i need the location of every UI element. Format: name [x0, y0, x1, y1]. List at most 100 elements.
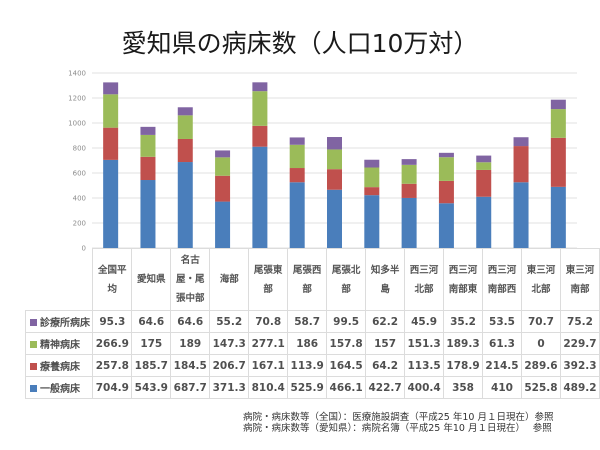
bar-segment [140, 156, 156, 181]
bar-segment [289, 182, 305, 248]
data-cell: 0 [520, 332, 561, 355]
bar-segment [252, 82, 268, 92]
data-table: 全国平均愛知県 名古 屋・尾 張中部 海部 尾張東部尾張西部尾張北部知多半島西三河 北部 西三… [24, 248, 600, 399]
legend-swatch-icon [30, 319, 37, 326]
data-cell: 410 [482, 376, 522, 399]
data-cell: 175 [131, 332, 172, 355]
bar-segment [401, 197, 417, 248]
data-cell: 64.6 [170, 310, 211, 333]
series-name: 一般病床 [40, 384, 80, 395]
category-label: 海部 [209, 248, 250, 311]
series-name: 精神病床 [40, 340, 80, 351]
bar-segment [177, 115, 193, 139]
bar-segment [289, 144, 305, 169]
y-tick-label: 1400 [68, 70, 86, 78]
table-row: 診療所病床 95.3 64.6 64.6 55.2 70.8 58.7 99.5 62.2 45.… [24, 310, 600, 333]
category-label: 西三河 北部 [404, 248, 445, 311]
category-label: 東三河 北部 [520, 248, 561, 311]
data-cell: 58.7 [287, 310, 328, 333]
y-tick-label: 1200 [68, 95, 86, 103]
data-cell: 64.6 [131, 310, 172, 333]
data-cell: 189.3 [443, 332, 484, 355]
data-cell: 55.2 [209, 310, 250, 333]
data-cell: 214.5 [482, 354, 522, 377]
bar-segment [327, 137, 342, 150]
data-cell: 289.6 [520, 354, 561, 377]
data-cell: 61.3 [482, 332, 522, 355]
data-cell: 35.2 [443, 310, 484, 333]
y-tick-label: 600 [73, 170, 86, 178]
data-cell: 189 [170, 332, 211, 355]
data-cell: 543.9 [131, 376, 172, 399]
data-cell: 392.3 [559, 354, 600, 377]
category-label: 名古 屋・尾 張中部 [170, 248, 211, 311]
category-label: 西三河 南部西 [482, 248, 522, 311]
bar-segment [327, 149, 342, 170]
bar-segment [438, 152, 454, 158]
legend-entry: 診療所病床 [24, 310, 94, 333]
source-notes: 病院・病床数等（全国）：医療施設調査（平成25 年10 月１日現在）参照 病院・… [243, 412, 553, 434]
y-tick-label: 800 [73, 145, 86, 153]
bar-segment [476, 162, 492, 170]
data-cell: 157 [365, 332, 406, 355]
table-row: 精神病床 266.9 175 189 147.3 277.1 186 157.8 157 151.… [24, 332, 600, 355]
data-cell: 70.7 [520, 310, 561, 333]
bar-segment [103, 159, 119, 248]
legend-swatch-icon [30, 341, 37, 348]
bar-segment [252, 146, 268, 248]
source-note: 病院・病床数等（愛知県）：病院名簿（平成25 年10 月１日現在） 参照 [243, 423, 552, 434]
data-cell: 400.4 [404, 376, 445, 399]
bar-segment [327, 189, 342, 248]
data-cell: 157.8 [326, 332, 367, 355]
legend-swatch-icon [30, 385, 37, 392]
data-cell: 70.8 [248, 310, 289, 333]
bar-segment [476, 155, 492, 163]
data-cell: 178.9 [443, 354, 484, 377]
bar-segment [476, 169, 492, 197]
bar-segment [215, 157, 231, 176]
bar-segment [401, 159, 417, 165]
table-header-row: 全国平均愛知県 名古 屋・尾 張中部 海部 尾張東部尾張西部尾張北部知多半島西三河 北部 西三… [25, 248, 600, 311]
data-cell: 95.3 [92, 310, 133, 333]
bar-segment [327, 169, 342, 190]
series-name: 診療所病床 [40, 318, 90, 329]
data-cell: 45.9 [404, 310, 445, 333]
category-label: 尾張東部 [248, 248, 289, 311]
bar-segment [177, 107, 193, 116]
bar-segment [177, 162, 193, 248]
data-cell: 466.1 [326, 376, 367, 399]
bar-segment [364, 187, 380, 196]
bar-segment [513, 146, 529, 183]
data-cell: 64.2 [365, 354, 406, 377]
table-corner [25, 248, 94, 311]
bar-segment [513, 137, 529, 147]
y-tick-label: 400 [73, 195, 86, 203]
data-cell: 489.2 [559, 376, 600, 399]
bar-segment [177, 138, 193, 163]
category-label: 尾張西部 [287, 248, 328, 311]
chart-title: 愛知県の病床数（人口10万対） [121, 29, 479, 58]
category-label: 愛知県 [131, 248, 172, 311]
data-cell: 525.8 [520, 376, 561, 399]
bar-segment [550, 186, 566, 248]
category-label: 尾張北部 [326, 248, 367, 311]
legend-swatch-icon [30, 363, 37, 370]
bar-segment [513, 182, 529, 248]
bar-segment [476, 196, 492, 248]
bar-segment [140, 126, 156, 135]
data-cell: 53.5 [482, 310, 522, 333]
data-cell: 257.8 [92, 354, 133, 377]
series-name: 療養病床 [40, 362, 80, 373]
data-cell: 277.1 [248, 332, 289, 355]
data-cell: 266.9 [92, 332, 133, 355]
bar-segment [140, 180, 156, 248]
bar-segment [215, 201, 231, 248]
data-cell: 206.7 [209, 354, 250, 377]
bar-segment [401, 183, 417, 198]
bar-segment [401, 164, 417, 184]
data-cell: 229.7 [559, 332, 600, 355]
bar-segment [289, 137, 305, 145]
bar-segment [438, 157, 454, 181]
bar-segment [364, 195, 380, 248]
